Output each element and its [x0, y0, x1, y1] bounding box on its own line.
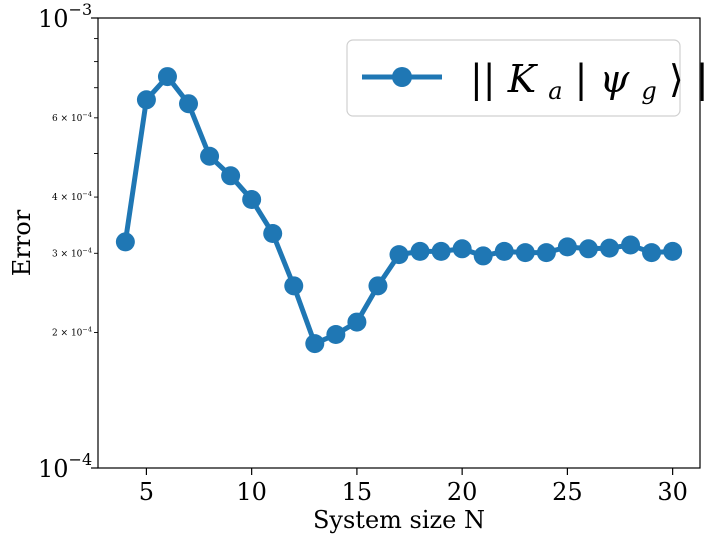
legend-bar: | — [575, 57, 588, 101]
data-point — [179, 94, 199, 114]
x-tick-label: 5 — [139, 478, 154, 506]
y-major-tick-label: 10−4 — [38, 450, 92, 483]
legend-psi-sub: g — [641, 77, 656, 105]
data-point — [410, 241, 430, 261]
data-point — [115, 232, 135, 252]
data-point — [536, 243, 556, 263]
data-point — [242, 190, 262, 210]
legend-marker-sample — [392, 67, 412, 87]
series-line — [122, 74, 676, 347]
data-point — [515, 243, 535, 263]
data-point — [431, 241, 451, 261]
legend-close-angle: ⟩ — [669, 57, 684, 101]
data-point — [621, 235, 641, 255]
legend-psi: ψ — [600, 57, 631, 101]
data-point — [305, 334, 325, 354]
data-point — [221, 166, 241, 186]
data-point — [284, 276, 304, 296]
x-axis-label: System size N — [313, 506, 485, 534]
legend-open-norm: || — [470, 57, 496, 101]
x-tick-label: 15 — [342, 478, 373, 506]
legend-k-sub: a — [548, 77, 562, 105]
y-minor-tick-label: 2 × 10−4 — [52, 326, 92, 339]
legend-label: || K a | ψ g ⟩ || 2 — [470, 54, 711, 108]
series-group — [115, 67, 683, 354]
data-point — [200, 146, 220, 166]
y-minor-tick-label: 3 × 10−4 — [52, 246, 92, 259]
legend: || K a | ψ g ⟩ || 2 — [346, 39, 711, 117]
plot-frame — [97, 17, 701, 469]
y-minor-tick-label: 4 × 10−4 — [52, 190, 92, 203]
data-point — [263, 223, 283, 243]
data-point — [389, 245, 409, 265]
y-axis-label: Error — [8, 209, 36, 276]
legend-k: K — [507, 57, 539, 101]
x-tick-label: 25 — [552, 478, 583, 506]
x-tick-label: 10 — [236, 478, 267, 506]
data-point — [136, 90, 156, 110]
data-point — [473, 246, 493, 266]
data-point — [157, 67, 177, 87]
x-tick-label: 30 — [657, 478, 688, 506]
data-point — [578, 239, 598, 259]
legend-box — [346, 39, 681, 117]
x-axis-ticks: 5 10 15 20 25 30 — [139, 468, 688, 506]
data-point — [642, 243, 662, 263]
data-point — [452, 239, 472, 259]
y-minor-tick-label: 6 × 10−4 — [52, 111, 92, 124]
x-tick-label: 20 — [447, 478, 478, 506]
y-major-tick-label: 10−3 — [38, 0, 92, 33]
data-point — [494, 241, 514, 261]
x-axis-label-text: System size N — [313, 506, 485, 534]
data-point — [368, 276, 388, 296]
data-point — [326, 325, 346, 345]
data-point — [663, 241, 683, 261]
data-point — [599, 238, 619, 258]
data-point — [557, 237, 577, 257]
y-axis-ticks: 10−3 10−4 2 × 10−4 3 × 10−4 4 × 10−4 6 × 10−4 — [38, 0, 98, 483]
legend-close-norm: || — [696, 57, 711, 101]
data-point — [347, 312, 367, 332]
